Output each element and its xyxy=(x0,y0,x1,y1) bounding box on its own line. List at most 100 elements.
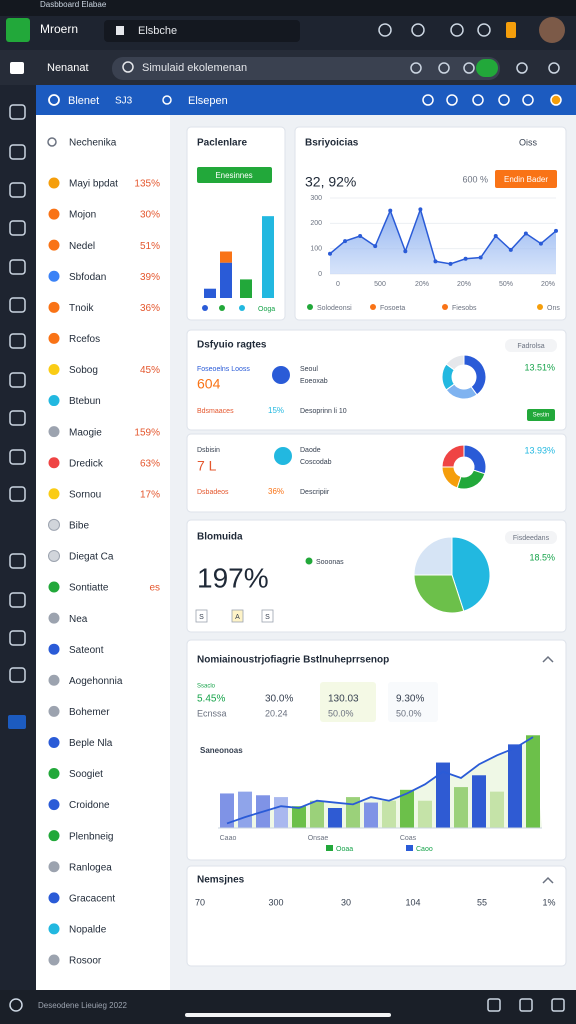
item-label[interactable]: Soogiet xyxy=(69,769,103,780)
footer-icon[interactable] xyxy=(9,998,23,1012)
button[interactable] xyxy=(527,409,555,421)
toolbar-search[interactable] xyxy=(48,94,60,106)
toolbar-action[interactable] xyxy=(498,94,510,106)
window-icon[interactable] xyxy=(477,23,491,37)
rail-icon[interactable] xyxy=(9,592,26,608)
toolbar-action[interactable] xyxy=(550,94,562,106)
item-label[interactable]: Bibe xyxy=(69,521,89,532)
icon-label: S xyxy=(199,614,204,621)
toolbar-action[interactable] xyxy=(522,94,534,106)
item-label[interactable]: Croidone xyxy=(69,800,110,811)
rail-icon[interactable] xyxy=(9,667,26,683)
toolbar-link[interactable]: Elsepen xyxy=(188,95,228,107)
collapse-icon[interactable] xyxy=(542,655,554,663)
item-label[interactable]: Dredick xyxy=(69,458,104,469)
item-label[interactable]: Bohemer xyxy=(69,707,110,718)
item-label[interactable]: Mojon xyxy=(69,210,96,221)
bookmark-icon[interactable] xyxy=(506,22,516,38)
rail-icon[interactable] xyxy=(9,220,26,236)
item-label[interactable]: Diegat Ca xyxy=(69,552,114,563)
item-label[interactable]: Btebun xyxy=(69,396,101,407)
profile-name[interactable]: Nenanat xyxy=(47,62,89,74)
rail-icon[interactable] xyxy=(9,410,26,426)
item-label[interactable]: Ranlogea xyxy=(69,862,112,873)
toolbar-title[interactable]: Blenet xyxy=(68,95,99,107)
item-label[interactable]: Sontiatte xyxy=(69,583,109,594)
filter[interactable] xyxy=(505,339,557,352)
search-text[interactable]: Simulaid ekolemenan xyxy=(142,62,247,74)
item-label[interactable]: Sobog xyxy=(69,365,98,376)
tab[interactable] xyxy=(104,20,300,42)
item-label[interactable]: Rosoor xyxy=(69,956,102,967)
rail-icon[interactable] xyxy=(9,144,26,160)
rail-icon[interactable] xyxy=(9,333,26,349)
rail-icon[interactable] xyxy=(9,630,26,646)
rail-icon[interactable] xyxy=(9,297,26,313)
window-icon[interactable] xyxy=(450,23,464,37)
rail-icon[interactable] xyxy=(9,449,26,465)
home-icon[interactable] xyxy=(10,62,24,74)
rail-icon[interactable] xyxy=(9,372,26,388)
item-label[interactable]: Rcefos xyxy=(69,334,100,345)
avatar[interactable] xyxy=(539,17,565,43)
donut-segment xyxy=(445,354,465,371)
button-label[interactable]: Endin Bader xyxy=(504,175,548,184)
item-label[interactable]: Tnoik xyxy=(69,303,94,314)
rail-icon[interactable] xyxy=(9,182,26,198)
footer-action[interactable] xyxy=(487,998,501,1012)
tab-title[interactable]: Elsbche xyxy=(138,25,177,37)
button[interactable] xyxy=(197,167,272,183)
rail-icon[interactable] xyxy=(9,259,26,275)
button-label[interactable]: Enesinnes xyxy=(215,171,252,180)
rail-active[interactable] xyxy=(8,715,26,729)
toolbar-icon[interactable] xyxy=(463,62,475,74)
bar xyxy=(418,800,432,828)
toolbar-icon[interactable] xyxy=(516,62,528,74)
button[interactable] xyxy=(495,170,557,188)
toolbar-code[interactable]: SJ3 xyxy=(115,96,133,107)
filter-label[interactable]: Fadrolsa xyxy=(517,343,544,350)
toolbar-icon[interactable] xyxy=(548,62,560,74)
item-label[interactable]: Sateont xyxy=(69,645,104,656)
bar xyxy=(490,791,504,828)
item-label[interactable]: Nopalde xyxy=(69,925,107,936)
item-label[interactable]: Nea xyxy=(69,614,88,625)
item-label[interactable]: Gracacent xyxy=(69,893,115,904)
rail-icon[interactable] xyxy=(9,553,26,569)
icon-rail xyxy=(0,85,36,990)
filter[interactable] xyxy=(505,531,557,544)
button-label[interactable]: Sestin xyxy=(533,413,550,419)
item-label[interactable]: Mayi bpdat xyxy=(69,179,118,190)
extension-icon[interactable] xyxy=(476,59,498,77)
stat-value: 604 xyxy=(197,376,221,392)
collapse-icon[interactable] xyxy=(542,876,554,884)
footer-action[interactable] xyxy=(519,998,533,1012)
search-icon xyxy=(122,61,134,73)
app-logo[interactable] xyxy=(6,18,30,42)
search-box[interactable] xyxy=(112,57,500,80)
toolbar-action[interactable] xyxy=(446,94,458,106)
note: Desoprinn li 10 xyxy=(300,408,347,415)
toolbar-icon[interactable] xyxy=(438,62,450,74)
toolbar-action[interactable] xyxy=(422,94,434,106)
card-title: Nemsjnes xyxy=(197,875,245,886)
item-label[interactable]: Sbfodan xyxy=(69,272,106,283)
item-label[interactable]: Beple Nla xyxy=(69,738,113,749)
item-label[interactable]: Plenbneig xyxy=(69,831,113,842)
bar xyxy=(436,762,450,828)
item-label[interactable]: Sornou xyxy=(69,489,101,500)
toolbar-action[interactable] xyxy=(472,94,484,106)
item-label[interactable]: Maogie xyxy=(69,427,102,438)
toolbar-icon[interactable] xyxy=(410,62,422,74)
rail-icon[interactable] xyxy=(9,486,26,502)
item-label[interactable]: Nedel xyxy=(69,241,95,252)
footer-action[interactable] xyxy=(551,998,565,1012)
item-label[interactable]: Aogehonnia xyxy=(69,676,123,687)
filter-label[interactable]: Fisdeedans xyxy=(513,535,550,542)
rail-icon[interactable] xyxy=(9,104,26,120)
sidebar-search[interactable]: Nechenika xyxy=(69,138,117,149)
legend-swatch xyxy=(326,845,333,851)
window-icon[interactable] xyxy=(411,23,425,37)
app-name[interactable]: Mroern xyxy=(40,22,78,36)
window-icon[interactable] xyxy=(378,23,392,37)
